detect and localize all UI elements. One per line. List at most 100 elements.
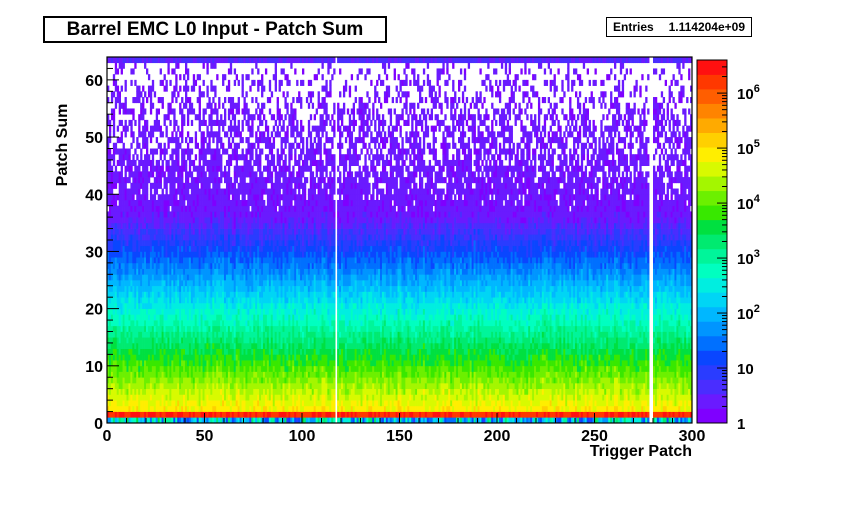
heatmap-cell — [237, 274, 240, 281]
heatmap-cell — [155, 417, 159, 424]
heatmap-cell — [120, 331, 123, 338]
heatmap-cell — [247, 342, 250, 350]
heatmap-cell — [142, 211, 145, 218]
heatmap-cell — [264, 302, 268, 309]
heatmap-cell — [116, 405, 120, 412]
heatmap-cell — [243, 188, 246, 195]
heatmap-cell — [107, 199, 110, 207]
heatmap-cell — [118, 211, 121, 218]
heatmap-cell — [235, 234, 238, 241]
heatmap-cell — [202, 165, 205, 172]
heatmap-cell — [257, 417, 260, 424]
heatmap-cell — [282, 57, 285, 64]
heatmap-cell — [233, 337, 237, 344]
heatmap-cell — [261, 211, 264, 218]
heatmap-cell — [110, 240, 114, 247]
heatmap-cell — [274, 240, 277, 247]
heatmap-cell — [220, 308, 223, 315]
heatmap-cell — [272, 268, 276, 275]
heatmap-cell — [179, 217, 182, 224]
heatmap-cell — [153, 297, 157, 304]
heatmap-cell — [222, 102, 225, 109]
heatmap-cell — [288, 382, 291, 390]
heatmap-cell — [257, 85, 260, 92]
heatmap-cell — [224, 165, 227, 172]
heatmap-cell — [175, 62, 178, 69]
heatmap-cell — [186, 400, 190, 407]
heatmap-cell — [130, 119, 133, 126]
heatmap-cell — [280, 79, 283, 86]
heatmap-cell — [288, 79, 291, 86]
heatmap-cell — [190, 228, 194, 235]
heatmap-cell — [200, 400, 203, 407]
heatmap-cell — [233, 251, 237, 258]
heatmap-cell — [251, 268, 254, 275]
heatmap-cell — [112, 114, 116, 121]
heatmap-cell — [229, 102, 233, 109]
heatmap-cell — [224, 217, 227, 224]
heatmap-cell — [274, 354, 277, 361]
heatmap-cell — [155, 400, 159, 407]
heatmap-cell — [200, 137, 203, 144]
heatmap-cell — [288, 394, 291, 401]
heatmap-cell — [239, 234, 242, 241]
heatmap-cell — [206, 182, 209, 189]
heatmap-cell — [190, 280, 194, 287]
heatmap-cell — [261, 119, 264, 126]
heatmap-cell — [159, 274, 162, 281]
heatmap-cell — [161, 188, 164, 195]
heatmap-cell — [268, 280, 272, 287]
heatmap-cell — [216, 377, 219, 384]
heatmap-cell — [126, 280, 129, 287]
heatmap-cell — [140, 245, 143, 252]
heatmap-cell — [216, 331, 219, 338]
heatmap-cell — [149, 377, 153, 384]
heatmap-cell — [282, 245, 285, 252]
heatmap-cell — [171, 280, 174, 287]
heatmap-cell — [286, 342, 289, 350]
heatmap-cell — [288, 257, 291, 264]
heatmap-cell — [134, 97, 137, 104]
heatmap-cell — [202, 314, 205, 321]
heatmap-cell — [124, 291, 127, 298]
heatmap-cell — [181, 148, 184, 155]
heatmap-cell — [153, 405, 157, 412]
heatmap-cell — [259, 79, 262, 86]
heatmap-cell — [231, 188, 235, 195]
heatmap-cell — [151, 159, 155, 167]
heatmap-cell — [151, 348, 155, 355]
heatmap-cell — [116, 382, 120, 390]
heatmap-cell — [251, 360, 254, 367]
heatmap-cell — [120, 62, 123, 69]
heatmap-cell — [126, 360, 129, 367]
heatmap-cell — [165, 297, 168, 304]
heatmap-cell — [159, 171, 162, 178]
heatmap-cell — [188, 159, 192, 167]
heatmap-cell — [136, 257, 139, 264]
heatmap-cell — [202, 360, 205, 367]
heatmap-cell — [171, 360, 174, 367]
heatmap-cell — [190, 348, 194, 355]
heatmap-cell — [181, 291, 184, 298]
heatmap-cell — [181, 257, 184, 264]
heatmap-cell — [108, 400, 112, 407]
heatmap-cell — [216, 354, 219, 361]
heatmap-cell — [155, 205, 159, 212]
heatmap-cell — [231, 405, 235, 412]
heatmap-cell — [126, 371, 129, 378]
heatmap-cell — [169, 400, 172, 407]
heatmap-cell — [257, 268, 260, 275]
heatmap-cell — [204, 291, 207, 298]
heatmap-cell — [251, 257, 254, 264]
heatmap-cell — [220, 325, 223, 332]
heatmap-cell — [266, 394, 270, 401]
heatmap-cell — [192, 257, 196, 264]
heatmap-cell — [194, 251, 198, 258]
heatmap-cell — [278, 211, 281, 218]
heatmap-cell — [282, 137, 285, 144]
heatmap-cell — [276, 251, 279, 258]
heatmap-cell — [259, 285, 262, 292]
heatmap-cell — [264, 68, 268, 75]
heatmap-cell — [257, 337, 260, 344]
heatmap-cell — [194, 331, 198, 338]
